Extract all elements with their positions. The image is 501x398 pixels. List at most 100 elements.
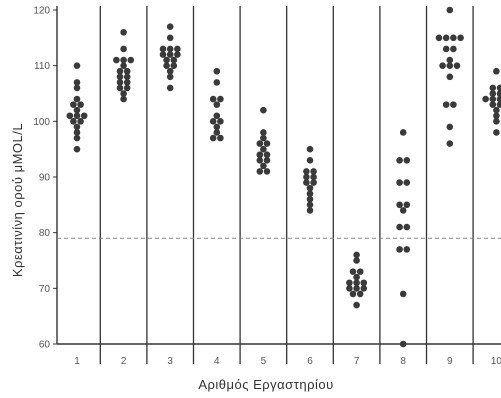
x-tick-label: 8: [400, 356, 406, 367]
data-point: [120, 62, 127, 69]
data-point: [403, 223, 411, 231]
data-point: [209, 95, 217, 103]
data-point: [73, 123, 81, 131]
data-point: [70, 118, 77, 125]
data-point: [73, 145, 81, 153]
data-point: [446, 6, 454, 14]
chart-frame: [56, 6, 501, 364]
data-point: [403, 179, 411, 186]
data-point: [403, 246, 411, 253]
data-point: [353, 257, 360, 264]
data-point: [360, 279, 368, 287]
data-point: [73, 95, 81, 103]
data-point: [120, 45, 127, 53]
data-point: [166, 34, 174, 42]
data-point: [446, 62, 454, 69]
data-point: [306, 207, 314, 214]
data-point: [77, 101, 84, 108]
data-point: [170, 62, 178, 69]
data-point: [303, 179, 310, 186]
data-point: [213, 123, 221, 131]
data-point: [306, 201, 314, 209]
data-point: [174, 45, 181, 53]
data-point: [213, 112, 221, 120]
data-point: [120, 90, 127, 97]
data-point: [435, 34, 443, 42]
data-point: [399, 207, 407, 214]
y-tick-label: 70: [39, 284, 51, 295]
data-point: [256, 151, 264, 159]
data-point: [73, 112, 81, 120]
x-tick-label: 4: [214, 356, 220, 367]
data-point: [399, 290, 407, 298]
data-point: [166, 73, 174, 81]
y-tick-label: 120: [33, 6, 50, 17]
data-point: [73, 79, 81, 86]
data-point: [489, 95, 497, 103]
data-point: [166, 51, 174, 58]
data-point: [260, 145, 267, 153]
data-point: [442, 101, 450, 108]
y-tick-label: 80: [39, 228, 51, 239]
x-tick-label: 2: [121, 356, 127, 367]
data-point: [396, 223, 403, 231]
data-point: [213, 101, 221, 108]
data-point: [120, 28, 127, 36]
y-axis-ticks: 60 70 80 90 100 110 120: [33, 6, 57, 351]
data-point: [80, 112, 88, 120]
y-tick-label: 110: [34, 61, 50, 72]
y-tick-label: 100: [33, 117, 50, 128]
data-point: [346, 285, 353, 292]
data-point: [260, 162, 267, 170]
data-point: [306, 195, 314, 203]
data-point: [353, 279, 360, 287]
x-axis-title: Αριθμός Εργαστηρίου: [198, 377, 333, 392]
data-point: [123, 79, 131, 86]
data-point: [213, 79, 221, 86]
data-point: [353, 285, 360, 292]
y-tick-label: 60: [39, 340, 51, 351]
data-point: [116, 73, 124, 81]
data-point: [127, 56, 135, 64]
data-point: [489, 90, 497, 97]
data-point: [260, 129, 267, 136]
x-tick-label: 5: [261, 356, 267, 367]
data-point: [399, 340, 407, 348]
data-point: [310, 179, 317, 186]
data-point: [450, 101, 457, 108]
data-point: [306, 184, 314, 192]
data-point: [356, 268, 364, 275]
data-point: [396, 157, 403, 164]
data-point: [493, 106, 500, 114]
data-point: [496, 90, 501, 97]
data-point: [399, 129, 407, 136]
data-point: [159, 45, 167, 53]
data-point: [450, 45, 457, 53]
data-point: [360, 285, 368, 292]
data-point: [496, 84, 501, 92]
data-point: [263, 151, 271, 159]
data-point: [482, 95, 489, 103]
data-point: [73, 84, 81, 92]
data-point: [213, 67, 221, 75]
data-point: [403, 201, 411, 209]
x-tick-label: 10: [491, 356, 501, 367]
data-points: [66, 6, 501, 348]
data-point: [166, 23, 174, 31]
data-point: [123, 84, 131, 92]
data-point: [260, 134, 267, 142]
data-point: [73, 134, 81, 142]
data-point: [310, 168, 317, 175]
data-point: [123, 73, 131, 81]
x-tick-label: 1: [74, 356, 80, 367]
data-point: [493, 112, 500, 120]
data-point: [217, 95, 224, 103]
data-point: [166, 67, 174, 75]
data-point: [457, 34, 464, 42]
data-point: [450, 34, 457, 42]
data-point: [170, 56, 178, 64]
data-point: [306, 145, 314, 153]
data-point: [303, 173, 310, 181]
data-point: [403, 157, 411, 164]
data-point: [493, 129, 500, 136]
